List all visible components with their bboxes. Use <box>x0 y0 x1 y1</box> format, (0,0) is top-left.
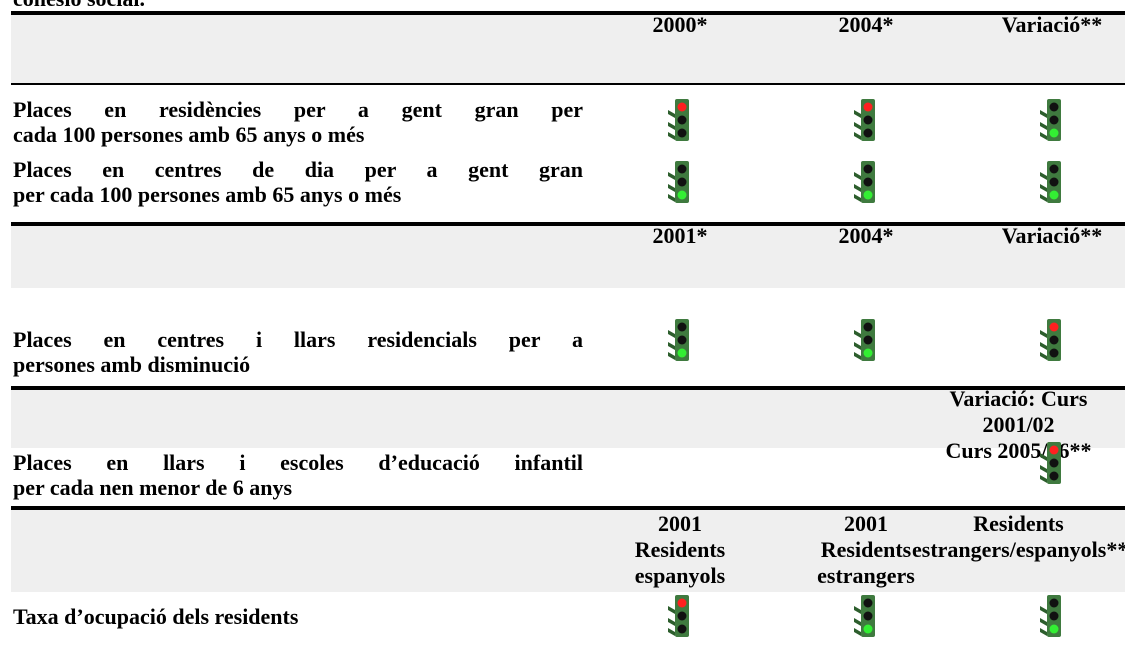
label-line: Places en centres i llars residencials p… <box>13 327 583 352</box>
rule <box>11 506 1125 510</box>
header-line: estrangers <box>817 563 915 588</box>
label-line: cada 100 persones amb 65 anys o més <box>13 122 365 147</box>
rule <box>11 83 1125 85</box>
col-header: Residents estrangers/espanyols*** <box>912 511 1125 563</box>
traffic-light <box>1040 318 1064 362</box>
traffic-light <box>854 594 878 638</box>
row-label: Places en centres i llars residencials p… <box>13 327 583 377</box>
traffic-light <box>1040 98 1064 142</box>
col-header: 2004* <box>838 12 894 37</box>
intro-text: cohesió social. <box>13 0 145 12</box>
row-label: Places en centres de dia per a gent gran… <box>13 157 583 207</box>
col-header: 2001 Residents espanyols <box>570 511 790 589</box>
label-line: Taxa d’ocupació dels residents <box>13 604 299 629</box>
rule <box>11 11 1125 15</box>
traffic-light <box>668 98 692 142</box>
traffic-light <box>1040 594 1064 638</box>
rule <box>11 386 1125 390</box>
header-line: Residents <box>820 537 912 562</box>
traffic-light <box>1040 160 1064 204</box>
col-header: 2000* <box>652 12 708 37</box>
label-line: Places en residències per a gent gran pe… <box>13 97 583 122</box>
header-band <box>11 390 1125 448</box>
col-header: 2004* <box>838 223 894 248</box>
header-line: 2001 <box>658 511 702 536</box>
header-line: Residents <box>634 537 726 562</box>
header-line: Residents <box>973 511 1064 536</box>
label-line: per cada 100 persones amb 65 anys o més <box>13 182 402 207</box>
row-label: Taxa d’ocupació dels residents <box>13 604 583 629</box>
label-line: Places en llars i escoles d’educació inf… <box>13 450 583 475</box>
col-header: 2001 Residents estrangers <box>756 511 976 589</box>
col-header: Variació** <box>1001 223 1103 248</box>
traffic-light <box>668 318 692 362</box>
label-line: Places en centres de dia per a gent gran <box>13 157 583 182</box>
header-line: estrangers/espanyols*** <box>912 537 1125 562</box>
traffic-light <box>854 160 878 204</box>
label-line: persones amb disminució <box>13 352 251 377</box>
traffic-light <box>668 594 692 638</box>
header-line: Curs 2005/06** <box>945 438 1092 463</box>
row-label: Places en residències per a gent gran pe… <box>13 97 583 147</box>
label-line: per cada nen menor de 6 anys <box>13 475 293 500</box>
header-band <box>11 15 1125 83</box>
header-line: espanyols <box>634 563 726 588</box>
header-line: 2001 <box>844 511 888 536</box>
traffic-light <box>854 98 878 142</box>
traffic-light <box>1040 441 1064 485</box>
traffic-light <box>854 318 878 362</box>
header-band <box>11 226 1125 288</box>
rule <box>11 222 1125 226</box>
col-header: 2001* <box>652 223 708 248</box>
col-header: Variació** <box>1001 12 1103 37</box>
header-line: Variació: Curs 2001/02 <box>949 386 1088 437</box>
traffic-light <box>668 160 692 204</box>
col-header: Variació: Curs 2001/02 Curs 2005/06** <box>912 386 1125 464</box>
header-band <box>11 510 1125 592</box>
row-label: Places en llars i escoles d’educació inf… <box>13 450 583 500</box>
